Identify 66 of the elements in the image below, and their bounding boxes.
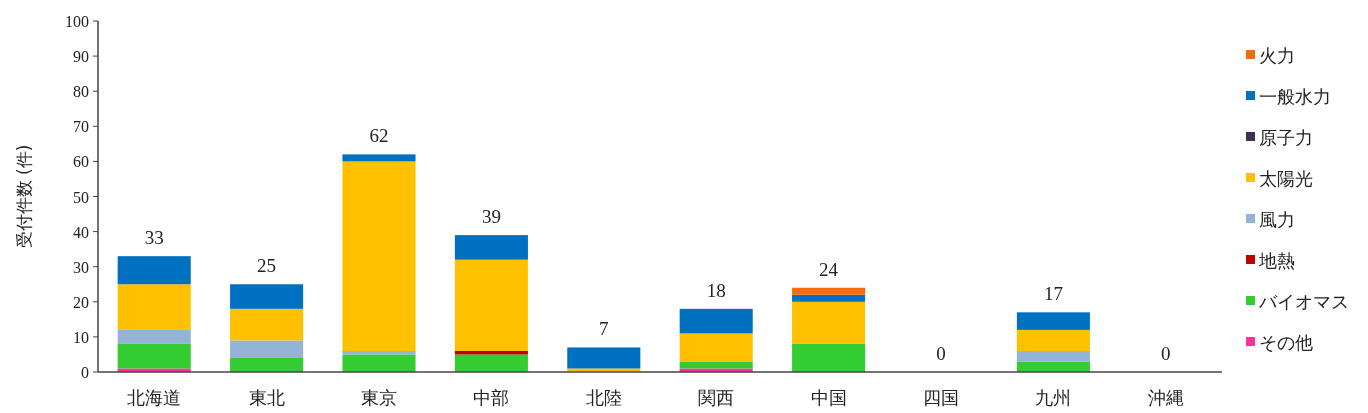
legend-label: 太陽光	[1259, 168, 1313, 189]
x-tick-label: 北海道	[127, 387, 182, 408]
legend-label: その他	[1259, 332, 1313, 353]
bar	[342, 354, 416, 372]
x-tick-label: 北陸	[585, 387, 622, 408]
bar	[1016, 361, 1090, 372]
total-label: 24	[819, 258, 839, 280]
total-label: 39	[481, 206, 501, 228]
legend-label: 一般水力	[1259, 86, 1331, 107]
bar	[230, 308, 304, 341]
x-tick-label: 東京	[361, 387, 397, 408]
bar	[117, 256, 191, 285]
legend-label: バイオマス	[1258, 291, 1349, 312]
y-tick-label: 100	[65, 13, 89, 30]
y-axis-title: 受付件数 (件)	[14, 144, 34, 249]
bar	[679, 308, 753, 334]
bar	[454, 259, 528, 351]
bar	[117, 329, 191, 344]
bar	[230, 357, 304, 372]
x-tick-label: 関西	[698, 387, 735, 408]
bar	[792, 343, 866, 372]
total-label: 0	[936, 343, 946, 364]
y-tick-label: 10	[73, 328, 89, 346]
x-tick-label: 沖縄	[1147, 387, 1184, 408]
y-tick-label: 60	[73, 153, 89, 171]
y-tick-label: 90	[73, 48, 89, 66]
x-tick-label: 中国	[810, 387, 847, 408]
x-tick-label: 東北	[248, 387, 285, 408]
bar	[679, 333, 753, 362]
legend-label: 風力	[1259, 209, 1295, 230]
total-label: 0	[1161, 343, 1171, 364]
bar	[1016, 350, 1090, 362]
bar	[792, 301, 866, 344]
bar	[1016, 329, 1090, 351]
x-tick-label: 九州	[1035, 387, 1072, 408]
y-tick-label: 40	[73, 223, 89, 241]
y-tick-label: 80	[73, 83, 89, 101]
total-label: 33	[144, 227, 164, 249]
bar	[792, 287, 866, 295]
total-label: 25	[257, 255, 277, 277]
bar	[230, 284, 304, 309]
bar	[1016, 312, 1090, 330]
total-label: 18	[706, 279, 726, 301]
x-tick-label: 中部	[473, 387, 510, 408]
y-tick-label: 50	[73, 188, 89, 206]
bar	[454, 235, 528, 260]
x-tick-label: 四国	[923, 387, 959, 408]
bar	[117, 284, 191, 330]
bar	[792, 294, 866, 302]
bar	[454, 354, 528, 372]
y-tick-label: 30	[73, 258, 89, 276]
total-label: 17	[1043, 283, 1063, 305]
y-tick-label: 20	[73, 293, 89, 311]
bar	[342, 161, 416, 351]
y-tick-label: 70	[73, 118, 89, 136]
legend-label: 地熱	[1258, 250, 1295, 271]
legend-label: 原子力	[1259, 127, 1313, 148]
total-label: 7	[599, 318, 609, 340]
y-tick-label: 0	[81, 364, 89, 381]
legend-label: 火力	[1259, 45, 1295, 66]
bar	[679, 361, 753, 369]
bar	[117, 343, 191, 369]
bar	[342, 154, 416, 162]
total-label: 62	[369, 125, 389, 147]
bar	[230, 340, 304, 358]
bar	[567, 347, 641, 369]
